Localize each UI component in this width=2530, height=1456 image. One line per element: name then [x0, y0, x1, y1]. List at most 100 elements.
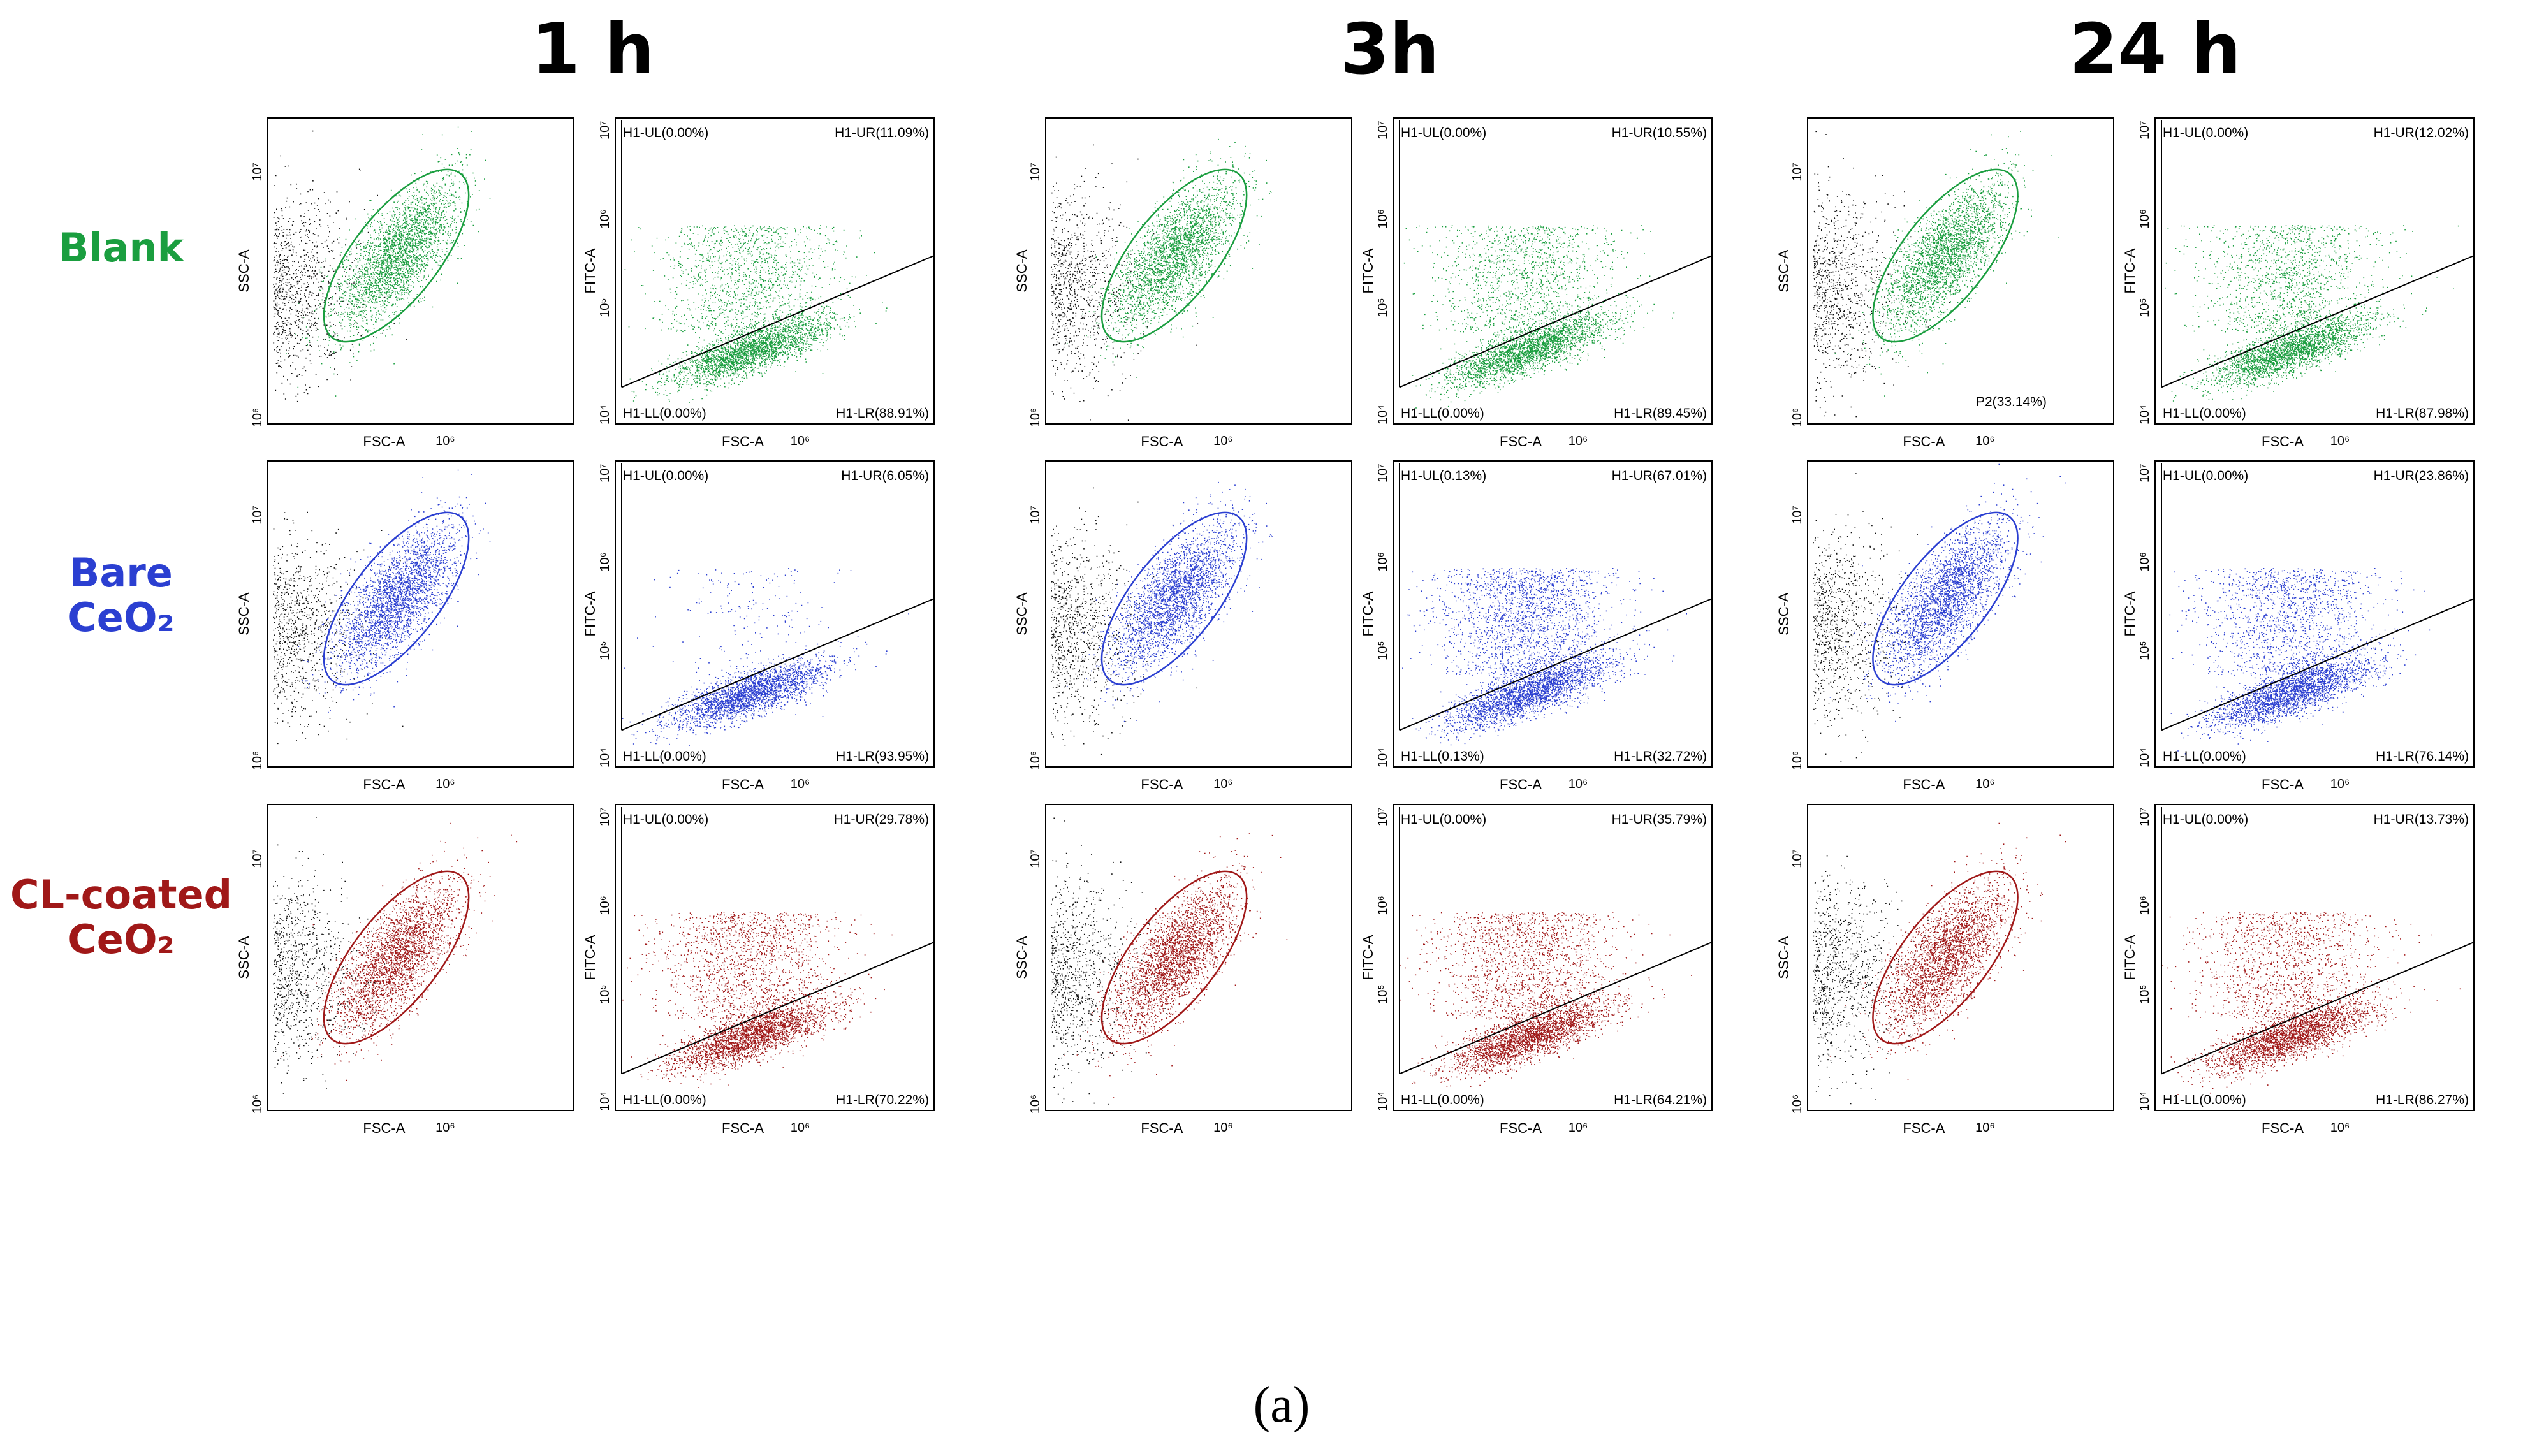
gate-ellipse [323, 870, 470, 1045]
y-tick-label: 10⁶ [1790, 751, 1804, 770]
event-dots [273, 126, 491, 402]
quadrant-label-ur: H1-UR(23.86%) [2374, 469, 2469, 483]
y-tick-label: 10⁶ [598, 896, 612, 915]
y-axis-label: SSC-A [236, 249, 252, 293]
plot-frame [1393, 460, 1713, 768]
quadrant-divider [621, 598, 935, 731]
plot-frame [2154, 117, 2475, 425]
gate-ellipse [1872, 511, 2019, 686]
scatter-gate-plot: SSC-A FSC-A 10⁷ 10⁶ 10⁶ [1014, 804, 1352, 1136]
quadrant-label-lr: H1-LR(86.27%) [2376, 1093, 2469, 1107]
x-axis-label: FSC-A [1500, 1120, 1542, 1136]
y-axis-label: FITC-A [2122, 591, 2138, 636]
x-axis-label: FSC-A [363, 1120, 405, 1136]
fitc-quadrant-plot: H1-UL(0.13%) H1-UR(67.01%) H1-LL(0.13%) H1-… [1360, 460, 1713, 792]
y-tick-label: 10⁷ [251, 849, 265, 868]
scatter-gate-plot: SSC-A FSC-A 10⁷ 10⁶ 10⁶ [236, 804, 574, 1136]
quadrant-divider [1399, 598, 1713, 731]
y-axis-label: FITC-A [1360, 248, 1376, 293]
scatter-gate-plot: SSC-A FSC-A 10⁷ 10⁶ 10⁶ [1776, 804, 2114, 1136]
y-tick-label: 10⁷ [598, 463, 612, 482]
y-tick-label: 10⁵ [1376, 298, 1390, 317]
y-axis-label: SSC-A [236, 936, 252, 979]
y-tick-label: 10⁵ [1376, 984, 1390, 1004]
scatter-gate-plot: SSC-A FSC-A 10⁷ 10⁶ 10⁶ [1776, 460, 2114, 792]
fitc-quadrant-plot: H1-UL(0.00%) H1-UR(13.73%) H1-LL(0.00%) H1-… [2122, 804, 2475, 1136]
y-tick-label: 10⁴ [2138, 748, 2152, 768]
event-dots [2165, 225, 2459, 402]
y-tick-label: 10⁷ [1376, 120, 1390, 139]
plot-frame [1045, 117, 1352, 425]
fitc-quadrant-plot: H1-UL(0.00%) H1-UR(12.02%) H1-LL(0.00%) H1-… [2122, 117, 2475, 449]
x-axis-label: FSC-A [2262, 433, 2304, 449]
y-axis-label: FITC-A [1360, 935, 1376, 980]
fitc-events [622, 912, 893, 1098]
y-tick-label: 10⁶ [1028, 751, 1042, 770]
plot-frame [615, 804, 935, 1111]
y-tick-label: 10⁷ [251, 163, 265, 181]
x-axis-label: FSC-A [722, 776, 764, 792]
y-tick-label: 10⁵ [598, 641, 612, 660]
y-axis-label: FITC-A [2122, 935, 2138, 980]
event-dots [622, 912, 893, 1098]
y-tick-label: 10⁶ [1376, 552, 1390, 571]
y-tick-label: 10⁷ [2138, 463, 2152, 482]
quadrant-divider [2161, 942, 2475, 1075]
y-tick-label: 10⁴ [2138, 405, 2152, 425]
scatter-gate-plot: SSC-A FSC-A 10⁷ 10⁶ 10⁶ [1014, 460, 1352, 792]
quadrant-label-ul: H1-UL(0.00%) [623, 812, 708, 827]
y-tick-label: 10⁶ [1790, 408, 1804, 427]
gate-ellipse [1100, 168, 1248, 343]
x-axis-label: FSC-A [1903, 1120, 1945, 1136]
quadrant-label-ll: H1-LL(0.00%) [2163, 749, 2246, 764]
y-tick-label: 10⁶ [1376, 896, 1390, 915]
quadrant-label-ll: H1-LL(0.00%) [623, 406, 706, 421]
y-tick-label: 10⁷ [2138, 120, 2152, 139]
timepoint-title: 24 h [2069, 8, 2241, 90]
x-axis-label: FSC-A [2262, 776, 2304, 792]
y-tick-label: 10⁶ [1790, 1095, 1804, 1114]
gate-ellipse [323, 168, 470, 343]
y-tick-label: 10⁷ [1790, 506, 1804, 524]
quadrant-divider [1399, 942, 1713, 1075]
y-tick-label: 10⁴ [2138, 1091, 2152, 1111]
fitc-quadrant-plot: H1-UL(0.00%) H1-UR(23.86%) H1-LL(0.00%) H1-… [2122, 460, 2475, 792]
x-tick-label: 10⁶ [1213, 1121, 1232, 1135]
y-axis-label: SSC-A [1014, 249, 1030, 293]
fitc-events [2165, 225, 2459, 402]
plot-frame [615, 117, 935, 425]
x-tick-label: 10⁶ [2330, 434, 2350, 448]
plot-frame [2154, 804, 2475, 1111]
x-tick-label: 10⁶ [791, 434, 810, 448]
row-label-0: Blank [59, 224, 184, 271]
quadrant-label-lr: H1-LR(93.95%) [836, 749, 929, 764]
x-tick-label: 10⁶ [1213, 777, 1232, 791]
quadrant-label-ul: H1-UL(0.00%) [2163, 126, 2248, 140]
gate-ellipse [1872, 870, 2019, 1045]
quadrant-label-ur: H1-UR(6.05%) [841, 469, 929, 483]
x-tick-label: 10⁶ [435, 1121, 455, 1135]
y-tick-label: 10⁶ [251, 1095, 265, 1114]
plot-panels: SSC-A FSC-A 10⁷ 10⁶ 10⁶ H1-UL(0.00%) H1-UR(11.… [236, 117, 2475, 1136]
y-axis-label: SSC-A [1776, 592, 1792, 636]
y-axis-label: FITC-A [582, 935, 598, 980]
y-tick-label: 10⁶ [2138, 896, 2152, 915]
y-axis-label: SSC-A [1776, 936, 1792, 979]
y-tick-label: 10⁶ [598, 209, 612, 228]
x-tick-label: 10⁶ [1568, 434, 1588, 448]
plot-frame [615, 460, 935, 768]
x-axis-label: FSC-A [1141, 433, 1183, 449]
row-label-2: CeO₂ [68, 916, 174, 963]
x-axis-label: FSC-A [2262, 1120, 2304, 1136]
quadrant-label-ll: H1-LL(0.00%) [2163, 1093, 2246, 1107]
plot-frame [1393, 804, 1713, 1111]
quadrant-label-ll: H1-LL(0.00%) [1401, 1093, 1484, 1107]
fitc-quadrant-plot: H1-UL(0.00%) H1-UR(10.55%) H1-LL(0.00%) H1-… [1360, 117, 1713, 449]
x-tick-label: 10⁶ [435, 434, 455, 448]
gate-ellipse [323, 511, 470, 686]
plot-frame [1393, 117, 1713, 425]
quadrant-label-ur: H1-UR(29.78%) [834, 812, 929, 827]
y-tick-label: 10⁴ [1376, 405, 1390, 425]
quadrant-label-ll: H1-LL(0.00%) [623, 1093, 706, 1107]
